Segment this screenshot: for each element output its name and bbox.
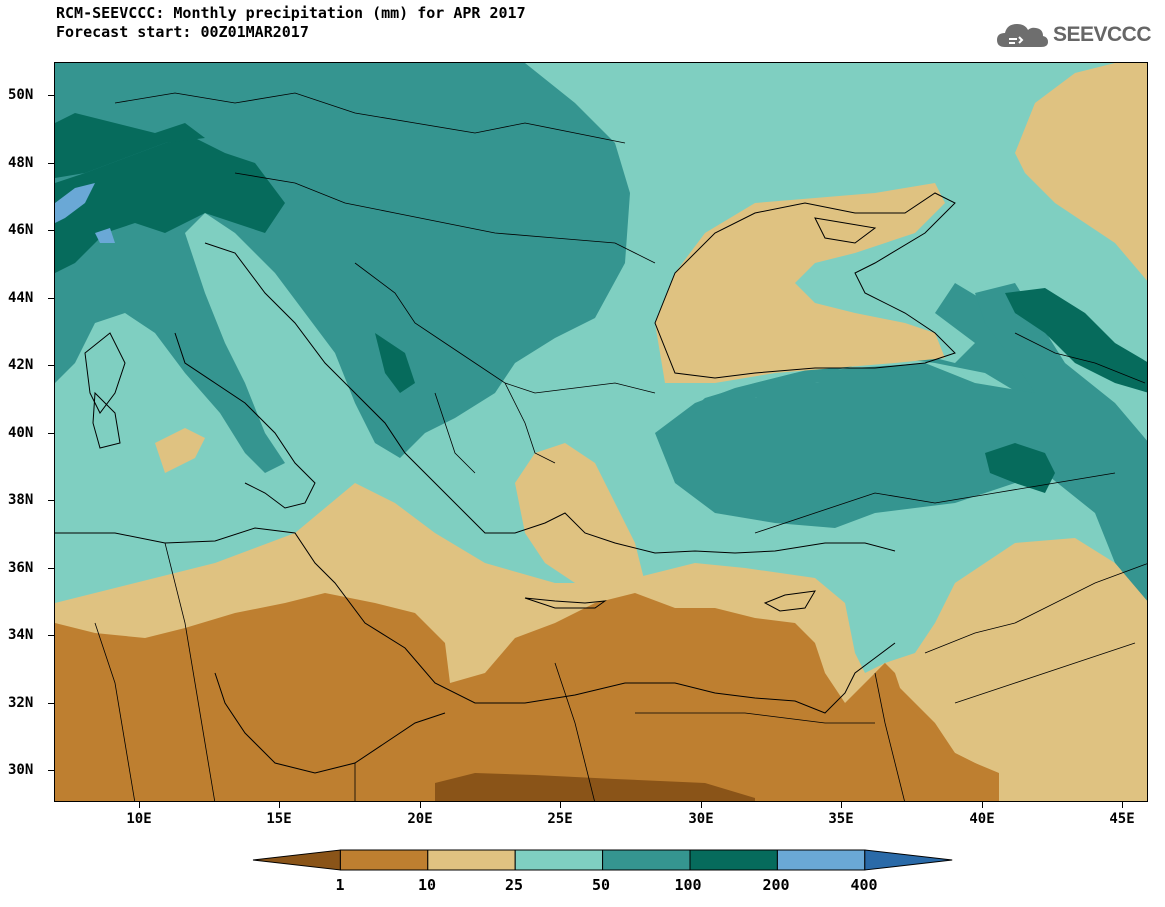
colorbar-swatch: [776, 849, 866, 871]
lon-label: 40E: [969, 811, 995, 827]
borders: [94, 92, 1147, 801]
colorbar-swatch: [514, 849, 604, 871]
lat-tick: [48, 163, 54, 164]
lat-label: 46N: [8, 222, 34, 238]
lon-label: 45E: [1109, 811, 1135, 827]
field-1-10-levant: [875, 663, 999, 801]
lat-tick: [48, 365, 54, 366]
lat-label: 30N: [8, 762, 34, 778]
map-field: [55, 63, 1147, 801]
colorbar-label: 50: [591, 876, 611, 894]
field-10-25-tyrrhenian: [155, 428, 205, 473]
colorbar-swatch-high: [864, 849, 953, 871]
seevccc-logo: SEEVCCC: [995, 19, 1152, 51]
lat-label: 32N: [8, 695, 34, 711]
lat-label: 50N: [8, 87, 34, 103]
lon-label: 35E: [828, 811, 854, 827]
colorbar-swatch: [427, 849, 516, 871]
lon-tick: [560, 802, 561, 808]
lat-tick: [48, 500, 54, 501]
colorbar-label: 100: [674, 876, 702, 894]
cloud-icon: [996, 24, 1048, 47]
colorbar-label: 200: [762, 876, 790, 894]
field-100-200-anatolia: [985, 443, 1055, 493]
colorbar-label: 10: [417, 876, 437, 894]
field-10-25-blacksea: [655, 183, 945, 383]
colorbar-label: 400: [850, 876, 878, 894]
lat-label: 38N: [8, 492, 34, 508]
logo-text: SEEVCCC: [1052, 23, 1152, 46]
field-100-200-alps: [55, 138, 285, 273]
lat-tick: [48, 703, 54, 704]
colorbar-swatch: [689, 849, 778, 871]
coastlines: [55, 192, 956, 774]
lat-tick: [48, 298, 54, 299]
colorbar-label: 1: [335, 876, 345, 894]
field-10-25-aegean: [515, 443, 645, 593]
field-1-10-africa: [55, 593, 999, 801]
lat-tick: [48, 95, 54, 96]
lat-tick: [48, 230, 54, 231]
lat-label: 42N: [8, 357, 34, 373]
lon-label: 30E: [688, 811, 714, 827]
colorbar-swatch-low: [252, 849, 341, 871]
title: RCM-SEEVCCC: Monthly precipitation (mm) …: [56, 4, 526, 22]
lat-tick: [48, 770, 54, 771]
lat-label: 36N: [8, 560, 34, 576]
field-200-400-alps: [55, 183, 115, 243]
lat-tick: [48, 433, 54, 434]
lat-label: 44N: [8, 290, 34, 306]
colorbar-label: 25: [504, 876, 524, 894]
lon-label: 25E: [547, 811, 573, 827]
lat-label: 48N: [8, 155, 34, 171]
lon-tick: [279, 802, 280, 808]
lon-label: 10E: [126, 811, 152, 827]
field-0-1-libya: [435, 773, 755, 801]
lat-label: 34N: [8, 627, 34, 643]
field-50-100-anatolia: [655, 283, 1147, 601]
lon-label: 20E: [407, 811, 433, 827]
lon-tick: [1122, 802, 1123, 808]
precipitation-map: [54, 62, 1148, 802]
field-10-25-east: [1015, 63, 1147, 281]
lon-label: 15E: [266, 811, 292, 827]
lon-tick: [982, 802, 983, 808]
lon-tick: [701, 802, 702, 808]
lat-label: 40N: [8, 425, 34, 441]
colorbar-swatch: [339, 849, 429, 871]
field-100-200-adriatic: [375, 333, 415, 393]
lat-tick: [48, 568, 54, 569]
lon-tick: [841, 802, 842, 808]
lon-tick: [420, 802, 421, 808]
lat-tick: [48, 635, 54, 636]
field-100-200-alps-north: [55, 113, 205, 178]
subtitle: Forecast start: 00Z01MAR2017: [56, 23, 309, 41]
field-100-200-caucasus: [1005, 288, 1147, 393]
lon-tick: [139, 802, 140, 808]
colorbar-swatch: [602, 849, 691, 871]
